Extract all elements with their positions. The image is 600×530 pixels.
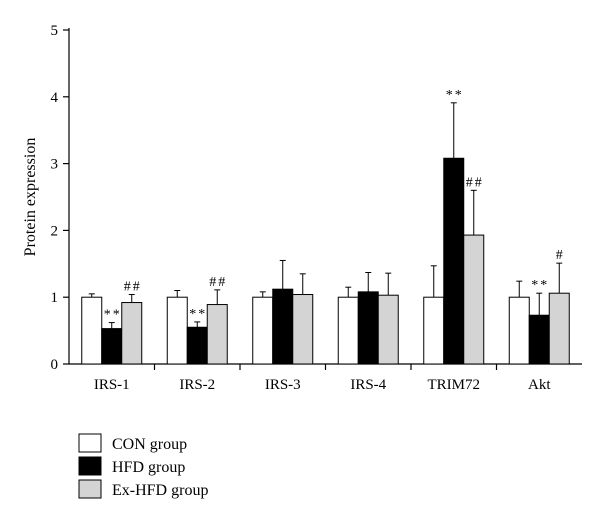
x-tick-label: Akt — [528, 377, 551, 393]
y-tick-label: 2 — [51, 223, 59, 239]
bar-0-3 — [337, 296, 359, 365]
significance-label: ** — [531, 278, 549, 293]
y-tick-label: 4 — [51, 90, 59, 106]
bar-1-2 — [272, 288, 294, 365]
y-axis-label: Protein expression — [22, 138, 39, 257]
significance-label: # — [556, 248, 565, 263]
bar-0-5 — [508, 296, 530, 365]
bar-0-2 — [252, 296, 274, 365]
bar-1-5 — [528, 314, 550, 365]
y-tick-label: 3 — [51, 157, 59, 173]
significance-label: ** — [446, 88, 464, 103]
legend-label: HFD group — [112, 459, 185, 476]
bar-1-1 — [186, 326, 208, 365]
significance-label: ** — [104, 308, 122, 323]
y-tick-label: 1 — [51, 290, 59, 306]
bar-1-4 — [443, 157, 465, 365]
bar-2-1 — [206, 304, 228, 365]
bar-2-5 — [548, 292, 570, 365]
significance-label: ## — [209, 275, 227, 290]
x-tick-label: IRS-3 — [265, 377, 301, 393]
bar-0-4 — [423, 296, 445, 365]
x-tick-label: TRIM72 — [428, 377, 481, 393]
x-tick-label: IRS-2 — [179, 377, 215, 393]
bar-2-2 — [292, 294, 314, 365]
x-tick-label: IRS-4 — [350, 377, 386, 393]
bar-1-3 — [357, 291, 379, 365]
bar-2-0 — [121, 302, 143, 365]
x-tick-label: IRS-1 — [94, 377, 130, 393]
bar-1-0 — [101, 328, 123, 365]
bar-0-0 — [81, 296, 103, 365]
legend-swatch — [78, 456, 102, 476]
legend-swatch — [78, 433, 102, 453]
bar-2-4 — [463, 234, 485, 365]
legend-swatch — [78, 479, 102, 499]
y-tick-label: 5 — [51, 23, 59, 39]
legend-label: CON group — [112, 436, 187, 453]
y-tick-label: 0 — [51, 357, 59, 373]
significance-label: ## — [124, 280, 142, 295]
bar-0-1 — [166, 296, 188, 365]
legend-label: Ex-HFD group — [112, 482, 208, 499]
significance-label: ** — [189, 307, 207, 322]
significance-label: ## — [466, 175, 484, 190]
bar-2-3 — [377, 294, 399, 365]
